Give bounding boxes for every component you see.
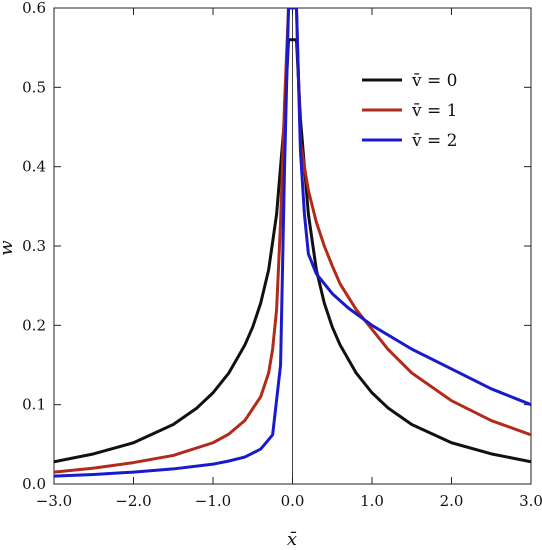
series-line-1 — [54, 8, 531, 474]
legend-label-0: v̄ = 0 — [411, 71, 457, 91]
x-tick-label: −1.0 — [195, 492, 231, 510]
legend: v̄ = 0 v̄ = 1 v̄ = 2 — [362, 71, 457, 151]
x-axis-label: x̄ — [287, 529, 297, 550]
x-axis-ticks: −3.0 −2.0 −1.0 0.0 1.0 2.0 3.0 — [36, 8, 542, 510]
series-line-2 — [54, 8, 531, 478]
legend-label-1: v̄ = 1 — [411, 101, 457, 121]
y-tick-label: 0.0 — [22, 475, 46, 493]
legend-label-2: v̄ = 2 — [411, 131, 457, 151]
series-line-0 — [54, 38, 531, 464]
y-tick-label: 0.2 — [22, 316, 46, 334]
x-tick-label: 0.0 — [281, 492, 305, 510]
x-tick-label: 2.0 — [440, 492, 464, 510]
x-tick-label: −3.0 — [36, 492, 72, 510]
y-tick-label: 0.6 — [22, 0, 46, 17]
x-tick-label: 3.0 — [519, 492, 542, 510]
y-tick-label: 0.1 — [22, 396, 46, 414]
y-tick-label: 0.5 — [22, 78, 46, 96]
series-lines — [54, 8, 531, 478]
y-tick-label: 0.4 — [22, 158, 46, 176]
y-axis-label: w̄ — [0, 240, 17, 256]
x-tick-label: −2.0 — [115, 492, 151, 510]
x-tick-label: 1.0 — [360, 492, 384, 510]
y-axis-ticks: 0.0 0.1 0.2 0.3 0.4 0.5 0.6 — [22, 0, 531, 493]
y-tick-label: 0.3 — [22, 237, 46, 255]
